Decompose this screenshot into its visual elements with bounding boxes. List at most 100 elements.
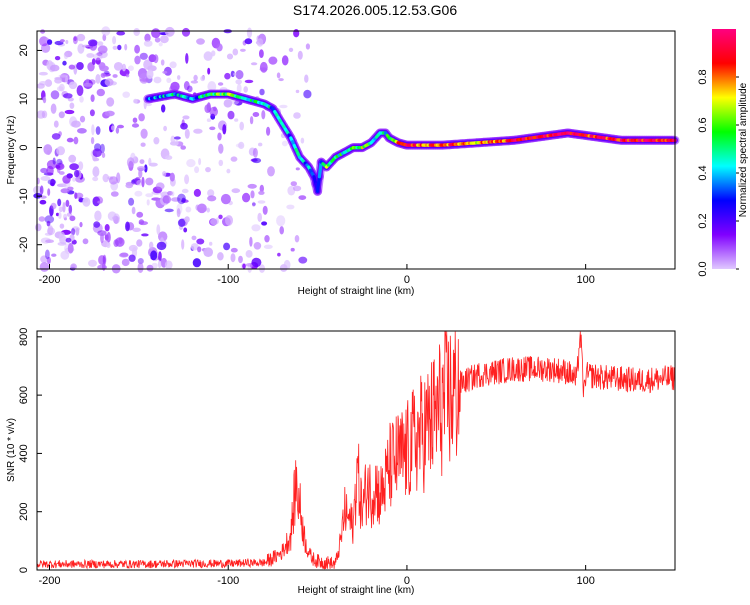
noise-blob bbox=[166, 78, 171, 83]
noise-blob bbox=[78, 161, 83, 170]
noise-blob bbox=[91, 94, 95, 102]
noise-blob bbox=[184, 174, 189, 184]
noise-blob bbox=[219, 160, 224, 166]
noise-blob bbox=[51, 90, 60, 99]
noise-blob bbox=[264, 235, 269, 242]
noise-blob bbox=[295, 235, 300, 242]
noise-blob bbox=[40, 262, 49, 272]
noise-blob bbox=[264, 245, 273, 249]
noise-blob bbox=[77, 128, 87, 134]
noise-blob bbox=[65, 110, 75, 114]
noise-blob bbox=[233, 73, 236, 76]
noise-blob bbox=[209, 127, 215, 131]
noise-blob bbox=[266, 127, 270, 136]
noise-blob bbox=[77, 85, 84, 96]
noise-blob bbox=[105, 78, 114, 86]
snr-ytick-label: 800 bbox=[18, 328, 30, 346]
noise-blob bbox=[69, 163, 79, 170]
noise-blob bbox=[170, 173, 175, 182]
noise-blob bbox=[239, 122, 244, 131]
noise-blob bbox=[165, 155, 172, 160]
noise-blob bbox=[111, 191, 119, 197]
noise-blob bbox=[68, 155, 76, 163]
noise-blob bbox=[235, 79, 242, 84]
noise-blob bbox=[116, 31, 125, 35]
noise-blob bbox=[217, 133, 221, 141]
noise-blob bbox=[134, 45, 140, 54]
noise-blob bbox=[134, 191, 142, 197]
ridge-segment bbox=[318, 177, 320, 192]
noise-blob bbox=[153, 137, 159, 144]
snr-ylabel: SNR (10 * v/v) bbox=[6, 418, 17, 482]
noise-blob bbox=[182, 115, 189, 119]
noise-blob bbox=[171, 191, 174, 196]
noise-blob bbox=[93, 158, 99, 162]
noise-blob bbox=[74, 37, 77, 41]
snr-xtick-label: -100 bbox=[217, 575, 239, 587]
noise-blob bbox=[225, 215, 233, 226]
noise-blob bbox=[279, 105, 287, 108]
noise-blob bbox=[141, 177, 144, 188]
noise-blob bbox=[259, 89, 264, 96]
noise-blob bbox=[59, 111, 65, 118]
noise-blob bbox=[161, 59, 165, 65]
noise-blob bbox=[197, 204, 207, 214]
noise-blob bbox=[66, 200, 70, 207]
noise-blob bbox=[62, 61, 66, 66]
noise-blob bbox=[65, 40, 68, 44]
colorbar: 0.00.20.40.60.8 Normalized spectral ampl… bbox=[697, 29, 749, 277]
noise-blob bbox=[193, 75, 197, 81]
noise-blob bbox=[153, 54, 158, 63]
noise-blob bbox=[228, 111, 235, 120]
ridge-segment bbox=[319, 162, 321, 177]
spectrogram-ytick-label: -20 bbox=[18, 237, 30, 253]
noise-blob bbox=[119, 253, 129, 258]
noise-blob bbox=[279, 226, 284, 234]
noise-blob bbox=[304, 75, 308, 83]
spectrogram-xtick-label: -200 bbox=[38, 274, 60, 286]
noise-blob bbox=[67, 212, 72, 217]
noise-blob bbox=[194, 189, 201, 197]
noise-blob bbox=[231, 248, 238, 253]
noise-blob bbox=[93, 53, 103, 60]
noise-blob bbox=[77, 34, 86, 41]
noise-blob bbox=[66, 238, 72, 243]
noise-blob bbox=[92, 177, 98, 182]
noise-blob bbox=[98, 45, 108, 53]
noise-blob bbox=[162, 71, 167, 74]
noise-blob bbox=[67, 138, 74, 143]
noise-blob bbox=[56, 159, 62, 165]
noise-blob bbox=[185, 129, 190, 139]
noise-blob bbox=[267, 166, 275, 176]
noise-blob bbox=[88, 260, 97, 267]
colorbar-tick-label: 0.4 bbox=[697, 165, 709, 180]
noise-blob bbox=[183, 228, 187, 233]
noise-blob bbox=[75, 193, 84, 199]
noise-blob bbox=[80, 116, 85, 123]
noise-blob bbox=[115, 237, 125, 247]
noise-blob bbox=[145, 178, 153, 186]
noise-blob bbox=[223, 243, 230, 251]
noise-blob bbox=[174, 136, 181, 139]
noise-blob bbox=[163, 126, 167, 131]
noise-blob bbox=[57, 199, 61, 207]
noise-blob bbox=[243, 86, 248, 93]
noise-blob bbox=[196, 239, 204, 245]
noise-blob bbox=[184, 216, 189, 222]
noise-blob bbox=[88, 39, 98, 46]
noise-blob bbox=[122, 92, 130, 98]
noise-blob bbox=[238, 142, 244, 149]
spectrogram-xtick-label: -100 bbox=[217, 274, 239, 286]
snr-ytick-label: 200 bbox=[18, 503, 30, 521]
noise-blob bbox=[218, 82, 223, 86]
noise-blob bbox=[63, 214, 67, 220]
noise-blob bbox=[125, 183, 133, 188]
noise-blob bbox=[301, 138, 305, 144]
noise-blob bbox=[165, 209, 174, 213]
noise-blob bbox=[234, 118, 238, 121]
noise-blob bbox=[306, 43, 310, 49]
noise-blob bbox=[186, 159, 195, 167]
noise-blob bbox=[200, 76, 205, 81]
noise-blob bbox=[261, 110, 265, 119]
noise-blob bbox=[52, 133, 61, 140]
